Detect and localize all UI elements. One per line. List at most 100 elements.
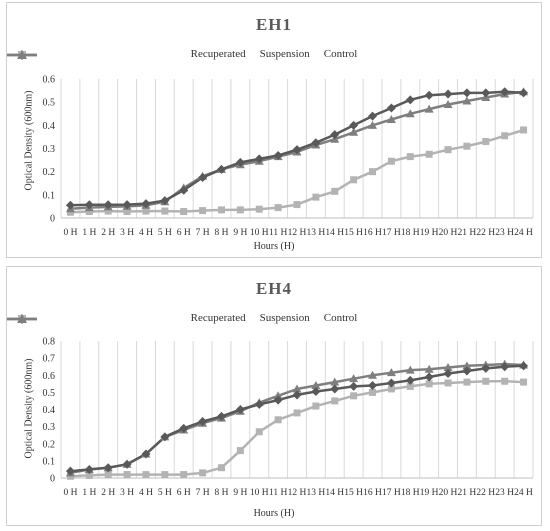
x-tick-label: 23 H xyxy=(495,488,514,498)
data-point-suspension xyxy=(520,126,528,134)
data-point-recuperated xyxy=(160,196,170,206)
data-point-recuperated xyxy=(330,384,340,394)
data-point-suspension xyxy=(236,206,244,214)
data-point-recuperated xyxy=(500,87,510,97)
y-tick-label: 0.3 xyxy=(43,422,56,433)
data-point-recuperated xyxy=(65,466,75,476)
data-point-recuperated xyxy=(368,381,378,391)
data-point-suspension xyxy=(255,205,263,213)
data-point-control xyxy=(349,374,359,383)
data-point-suspension xyxy=(104,207,112,215)
data-point-recuperated xyxy=(235,157,245,167)
x-tick-label: 20 H xyxy=(439,228,458,238)
data-point-recuperated xyxy=(481,88,491,98)
data-point-recuperated xyxy=(481,363,491,373)
data-point-recuperated xyxy=(84,464,94,474)
x-tick-label: 0 H xyxy=(63,488,77,498)
data-point-recuperated xyxy=(443,89,453,99)
x-tick-label: 17 H xyxy=(382,228,401,238)
data-point-suspension xyxy=(501,377,509,385)
legend-label: Control xyxy=(323,312,358,324)
data-point-control xyxy=(311,381,321,390)
y-tick-label: 0.1 xyxy=(43,190,56,201)
data-point-suspension xyxy=(199,469,207,477)
data-point-recuperated xyxy=(519,88,529,98)
data-point-control xyxy=(462,96,472,105)
data-point-suspension xyxy=(104,471,112,479)
data-point-suspension xyxy=(142,471,150,479)
data-point-suspension xyxy=(161,471,169,479)
x-tick-label: 17 H xyxy=(382,488,401,498)
x-tick-label: 4 H xyxy=(139,228,153,238)
data-point-recuperated xyxy=(65,200,75,210)
data-point-suspension xyxy=(274,416,282,424)
y-tick-label: 0.6 xyxy=(43,371,56,382)
chart-title: EH4 xyxy=(255,279,293,298)
data-point-control xyxy=(405,365,415,374)
y-tick-label: 0.2 xyxy=(43,439,56,450)
x-tick-label: 13 H xyxy=(307,488,326,498)
y-tick-label: 0.4 xyxy=(43,405,56,416)
data-point-control xyxy=(424,364,434,373)
chart-panel-eh1: EH1 Recuperated Suspension Control 0 0.1 0… xyxy=(6,2,542,258)
x-tick-label: 8 H xyxy=(214,488,228,498)
data-point-suspension xyxy=(369,388,377,396)
x-tick-label: 19 H xyxy=(420,488,439,498)
data-point-recuperated xyxy=(424,90,434,100)
data-point-recuperated xyxy=(160,432,170,442)
legend-label: Recuperated xyxy=(190,312,246,324)
data-point-suspension xyxy=(142,207,150,215)
data-point-recuperated xyxy=(273,150,283,160)
x-tick-label: 13 H xyxy=(307,228,326,238)
data-point-recuperated xyxy=(330,130,340,140)
data-point-suspension xyxy=(331,187,339,195)
x-axis-label: Hours (H) xyxy=(253,241,295,252)
data-point-recuperated xyxy=(179,185,189,195)
x-tick-label: 1 H xyxy=(82,488,96,498)
data-point-recuperated xyxy=(141,449,151,459)
x-tick-label: 10 H xyxy=(250,228,269,238)
data-point-recuperated xyxy=(103,200,113,210)
data-point-control xyxy=(368,370,378,379)
data-point-suspension xyxy=(312,193,320,201)
data-point-suspension xyxy=(236,447,244,455)
x-tick-label: 3 H xyxy=(120,228,134,238)
data-point-recuperated xyxy=(462,88,472,98)
data-point-suspension xyxy=(482,138,490,146)
data-point-suspension xyxy=(425,380,433,388)
x-tick-label: 22 H xyxy=(476,488,495,498)
data-point-control xyxy=(292,384,302,393)
data-point-recuperated xyxy=(122,200,132,210)
y-tick-label: 0.5 xyxy=(43,388,56,399)
x-tick-label: 9 H xyxy=(233,228,247,238)
data-point-suspension xyxy=(123,471,131,479)
data-point-control xyxy=(273,391,283,400)
y-tick-label: 0.2 xyxy=(43,167,56,178)
series-line-suspension xyxy=(70,128,524,214)
data-point-recuperated xyxy=(292,145,302,155)
data-point-recuperated xyxy=(141,199,151,209)
x-tick-label: 8 H xyxy=(214,228,228,238)
data-point-recuperated xyxy=(179,423,189,433)
chart-panel-eh4: EH4 Recuperated Suspension Control 0 0.1 0… xyxy=(6,266,542,526)
data-point-recuperated xyxy=(122,459,132,469)
x-tick-label: 6 H xyxy=(177,488,191,498)
data-point-suspension xyxy=(85,471,93,479)
data-point-suspension xyxy=(293,201,301,209)
data-point-recuperated xyxy=(254,399,264,409)
x-tick-label: 6 H xyxy=(177,228,191,238)
x-tick-label: 11 H xyxy=(269,488,288,498)
data-point-suspension xyxy=(199,207,207,215)
data-point-recuperated xyxy=(443,369,453,379)
data-point-suspension xyxy=(123,208,131,216)
y-axis-label: Optical Density (600nm) xyxy=(23,90,35,191)
chart-title: EH1 xyxy=(255,15,293,34)
data-point-suspension xyxy=(501,132,509,140)
legend-label: Control xyxy=(323,48,358,60)
data-point-recuperated xyxy=(424,372,434,382)
data-point-suspension xyxy=(180,471,188,479)
data-point-recuperated xyxy=(273,395,283,405)
chart-plot-area: 0 0.1 0.2 0.3 0.4 0.5 0.6 0 H 1 H 2 H 3 H 4 H 5 H 6 H… xyxy=(43,75,534,238)
y-tick-label: 0.8 xyxy=(43,337,56,348)
x-tick-label: 15 H xyxy=(344,228,363,238)
